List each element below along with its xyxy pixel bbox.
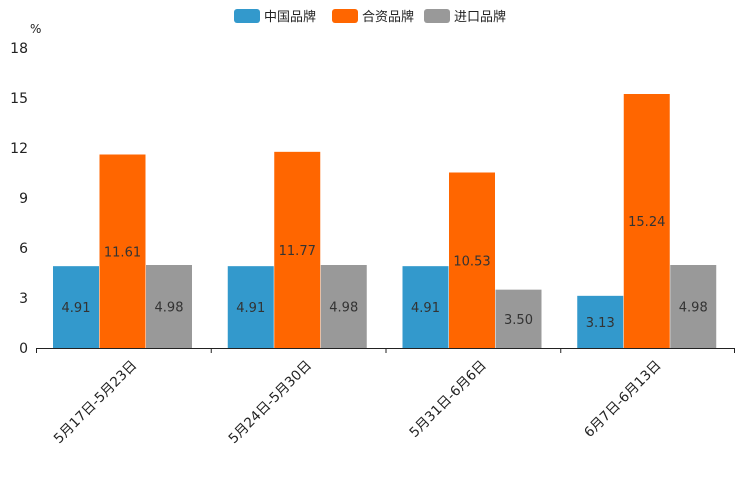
y-tick-label: 9 [19,191,28,207]
y-tick-label: 18 [10,41,28,57]
y-tick-label: 0 [19,341,28,357]
bar-3-2 [320,265,367,348]
data-label: 3.13 [586,316,615,331]
legend-swatch-3 [424,9,450,23]
data-label: 4.91 [62,301,91,316]
bar-3-4 [670,265,717,348]
x-axis: 5月17日-5月23日 5月24日-5月30日 5月31日-6月6日 6月7日-6月1… [36,348,735,447]
legend-label-3: 进口品牌 [454,9,506,25]
legend-label-1: 中国品牌 [264,9,316,25]
bar-2-4 [623,94,670,348]
data-label: 3.50 [504,313,533,328]
legend-label-2: 合资品牌 [362,9,414,25]
bars: 4.91 11.61 4.98 4.91 11.77 4.98 4.91 10.53 3.50 3… [53,94,717,348]
legend: 中国品牌 合资品牌 进口品牌 [234,9,506,25]
data-label: 15.24 [628,215,665,230]
data-label: 4.98 [155,301,184,316]
bar-2-2 [274,151,321,348]
legend-swatch-1 [234,9,260,23]
data-label: 11.77 [279,244,316,259]
y-tick-label: 12 [10,141,28,157]
bar-1-2 [227,266,274,348]
bar-2-1 [99,154,146,348]
data-label: 4.98 [679,301,708,316]
x-category-label: 5月31日-6月6日 [406,358,489,441]
y-axis: 0 3 6 9 12 15 18 [10,41,28,357]
y-tick-label: 15 [10,91,28,107]
y-tick-label: 3 [19,291,28,307]
data-label: 11.61 [104,245,141,260]
data-label: 10.53 [453,254,490,269]
y-axis-unit: % [30,22,41,36]
bar-1-3 [402,266,449,348]
x-category-label: 5月17日-5月23日 [51,358,140,447]
x-category-label: 6月7日-6月13日 [581,358,664,441]
bar-3-3 [495,289,542,348]
x-category-label: 5月24日-5月30日 [226,358,315,447]
legend-swatch-2 [332,9,358,23]
bar-1-1 [53,266,99,348]
data-label: 4.91 [411,301,440,316]
bar-3-1 [146,265,192,348]
data-label: 4.98 [329,301,358,316]
y-tick-label: 6 [19,241,28,257]
data-label: 4.91 [236,301,265,316]
bar-1-4 [577,295,624,348]
bar-2-3 [449,172,495,348]
